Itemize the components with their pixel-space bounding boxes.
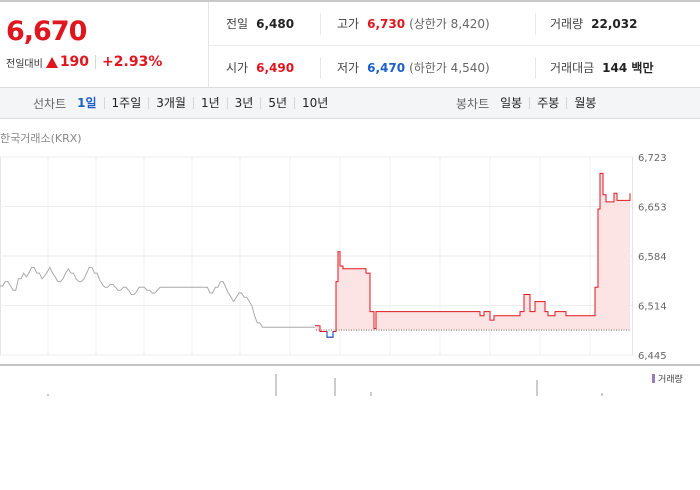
line-chart-label: 선차트	[33, 96, 67, 111]
prev-close-cell: 전일 6,480	[208, 12, 321, 35]
upper-limit: (상한가 8,420)	[409, 17, 490, 31]
up-triangle-icon	[45, 56, 58, 68]
volume-legend: 거래량	[652, 372, 683, 385]
lower-limit: (하한가 4,540)	[409, 61, 490, 75]
volume-label: 거래량	[550, 17, 584, 31]
low-cell: 저가 6,470 (하한가 4,540)	[321, 56, 536, 79]
tab-1-week[interactable]: 1주일	[103, 97, 149, 109]
tab-1-day[interactable]: 1일	[77, 96, 97, 110]
y-tick-label: 6,723	[638, 153, 667, 164]
tab-3-month[interactable]: 3개월	[148, 97, 193, 109]
intraday-price-chart: 6,723 6,653 6,584 6,514 6,445	[0, 153, 700, 396]
prev-close-label: 전일	[226, 17, 249, 31]
tab-3-year[interactable]: 3년	[226, 97, 261, 109]
change-amount: 190	[59, 54, 90, 70]
previous-session-line	[0, 266, 315, 328]
divider	[95, 55, 97, 69]
chart-period-tabbar: 선차트 1일 1주일 3개월 1년 3년 5년 10년 봉차트 일봉 주봉 월봉	[0, 88, 700, 119]
tab-1-year[interactable]: 1년	[192, 97, 227, 109]
tab-5-year[interactable]: 5년	[260, 97, 294, 109]
data-source-label: 한국거래소(KRX)	[0, 132, 82, 145]
high-cell: 고가 6,730 (상한가 8,420)	[321, 12, 536, 35]
up-area-fill	[315, 173, 630, 331]
prev-close-value: 6,480	[256, 16, 295, 31]
tab-weekly-candle[interactable]: 주봉	[529, 97, 566, 109]
stats-row-1: 전일 6,480 고가 6,730 (상한가 8,420) 거래량 22,032	[208, 2, 700, 46]
low-label: 저가	[337, 61, 360, 75]
high-label: 고가	[337, 17, 360, 31]
high-value: 6,730	[367, 16, 406, 31]
change-label: 전일대비	[6, 58, 43, 70]
current-price-area: 6,670 전일대비 190 +2.93%	[0, 2, 209, 88]
y-tick-label: 6,445	[638, 351, 667, 362]
tab-daily-candle[interactable]: 일봉	[500, 96, 523, 110]
candle-chart-label: 봉차트	[456, 96, 490, 111]
open-cell: 시가 6,490	[208, 56, 321, 79]
volume-cell: 거래량 22,032	[536, 2, 700, 45]
change-row: 전일대비 190 +2.93%	[6, 54, 162, 70]
trade-value-label: 거래대금	[550, 61, 595, 75]
quote-summary-panel: 6,670 전일대비 190 +2.93% 전일 6,480 고가 6,730 …	[0, 0, 700, 88]
tab-monthly-candle[interactable]: 월봉	[566, 97, 603, 109]
line-chart-tabs: 선차트 1일 1주일 3개월 1년 3년 5년 10년	[33, 88, 335, 118]
current-session-down-segment	[326, 331, 334, 338]
trade-value-value: 144 백만	[602, 61, 654, 75]
open-label: 시가	[226, 61, 249, 75]
low-value: 6,470	[367, 60, 406, 75]
y-tick-label: 6,514	[638, 302, 667, 313]
y-tick-label: 6,653	[638, 203, 667, 214]
volume-value: 22,032	[591, 16, 638, 31]
current-price: 6,670	[6, 16, 87, 47]
volume-legend-swatch	[652, 374, 655, 383]
change-percent: +2.93%	[102, 54, 163, 70]
trade-value-cell: 거래대금 144 백만	[536, 46, 700, 89]
candle-chart-tabs: 봉차트 일봉 주봉 월봉	[456, 88, 603, 118]
open-value: 6,490	[256, 60, 295, 75]
y-tick-label: 6,584	[638, 252, 667, 263]
current-session-line	[315, 172, 631, 338]
tab-10-year[interactable]: 10년	[294, 97, 335, 109]
stats-row-2: 시가 6,490 저가 6,470 (하한가 4,540) 거래대금 144 백…	[208, 46, 700, 89]
volume-legend-label: 거래량	[658, 375, 683, 385]
